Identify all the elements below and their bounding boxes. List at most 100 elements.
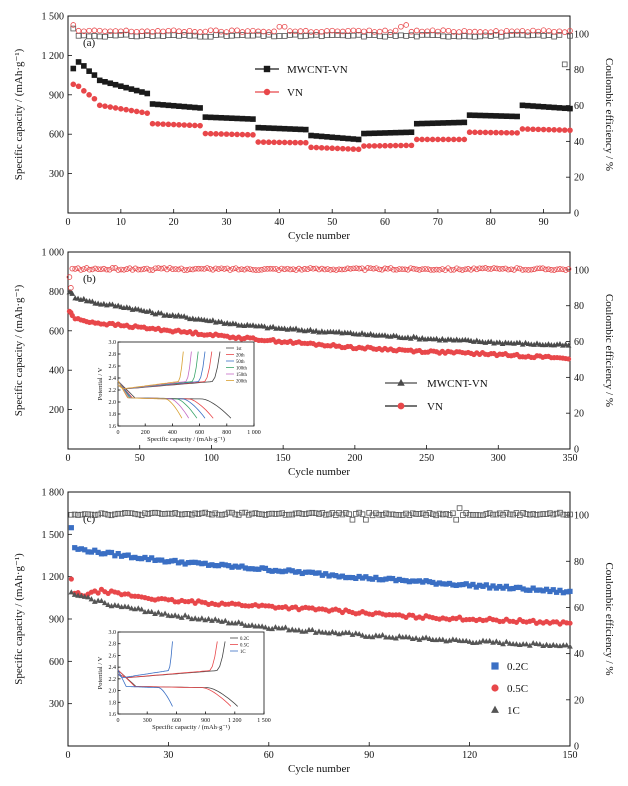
data-point bbox=[339, 32, 346, 39]
data-point bbox=[519, 126, 526, 132]
data-point bbox=[75, 59, 82, 65]
data-point bbox=[292, 28, 299, 35]
y-tick-label: 600 bbox=[49, 130, 64, 141]
data-point bbox=[366, 130, 372, 137]
data-point bbox=[86, 266, 93, 273]
x-tick-label: 50 bbox=[135, 453, 145, 464]
data-point bbox=[96, 27, 103, 34]
data-point bbox=[261, 266, 268, 272]
data-point bbox=[126, 265, 133, 272]
series-coulombic-efficiency bbox=[66, 265, 572, 291]
data-point bbox=[493, 511, 500, 518]
data-point bbox=[473, 584, 479, 590]
data-point bbox=[195, 560, 202, 566]
data-point bbox=[222, 617, 229, 623]
inset-x-tick-label: 900 bbox=[201, 718, 210, 724]
data-point bbox=[530, 103, 536, 109]
data-point bbox=[506, 511, 513, 518]
data-point bbox=[459, 267, 466, 273]
legend-label: 0.2C bbox=[507, 661, 528, 673]
data-point bbox=[514, 265, 520, 271]
data-point bbox=[508, 266, 514, 273]
data-point bbox=[222, 562, 228, 568]
data-point bbox=[202, 130, 209, 137]
data-point bbox=[416, 578, 422, 584]
data-point bbox=[367, 265, 374, 271]
data-point bbox=[356, 509, 362, 516]
data-point bbox=[262, 565, 269, 571]
inset-discharge-curve bbox=[117, 380, 183, 419]
data-point bbox=[299, 570, 305, 577]
data-point bbox=[546, 104, 552, 110]
data-point bbox=[234, 131, 240, 138]
data-point bbox=[326, 573, 332, 579]
data-point bbox=[386, 575, 392, 581]
x-tick-label: 0 bbox=[66, 217, 71, 228]
data-point bbox=[255, 139, 262, 145]
data-point bbox=[527, 511, 533, 518]
legend-label: MWCNT-VN bbox=[287, 64, 348, 76]
y2-tick-label: 60 bbox=[574, 337, 584, 348]
data-point bbox=[199, 561, 205, 567]
data-point bbox=[560, 511, 567, 518]
data-point bbox=[239, 509, 245, 516]
data-point bbox=[115, 551, 121, 557]
data-point bbox=[249, 622, 255, 628]
data-point bbox=[359, 632, 366, 638]
data-point bbox=[556, 32, 563, 38]
data-point bbox=[290, 266, 296, 272]
data-point bbox=[306, 569, 312, 575]
data-point bbox=[483, 511, 490, 517]
data-point bbox=[477, 33, 483, 40]
data-point bbox=[410, 265, 417, 272]
data-point bbox=[286, 567, 292, 573]
data-point bbox=[297, 126, 304, 133]
data-point bbox=[419, 266, 426, 273]
data-point bbox=[525, 267, 532, 273]
data-point bbox=[466, 638, 473, 644]
data-point bbox=[342, 510, 349, 516]
data-point bbox=[75, 592, 81, 598]
data-point bbox=[567, 643, 573, 649]
data-point bbox=[260, 125, 267, 131]
data-point bbox=[392, 33, 399, 39]
data-point bbox=[202, 509, 209, 516]
data-point bbox=[160, 33, 166, 39]
data-point bbox=[524, 29, 531, 35]
x-tick-label: 60 bbox=[264, 750, 274, 761]
data-point bbox=[118, 266, 124, 273]
data-point bbox=[472, 28, 478, 35]
y2-tick-label: 0 bbox=[574, 445, 579, 456]
data-point bbox=[390, 575, 396, 582]
data-point bbox=[72, 266, 78, 272]
data-point bbox=[96, 33, 103, 40]
y-tick-label: 900 bbox=[49, 615, 64, 626]
data-point bbox=[247, 266, 253, 272]
data-point bbox=[149, 120, 156, 127]
legend-marker bbox=[491, 662, 499, 670]
data-point bbox=[181, 313, 188, 319]
data-point bbox=[233, 265, 239, 271]
data-point bbox=[493, 113, 499, 119]
data-point bbox=[445, 33, 452, 40]
data-point bbox=[466, 28, 473, 35]
data-point bbox=[523, 641, 530, 647]
data-point bbox=[488, 266, 494, 272]
data-point bbox=[201, 266, 208, 272]
series-vn bbox=[66, 308, 572, 362]
data-point bbox=[524, 102, 531, 109]
data-point bbox=[509, 113, 515, 120]
data-point bbox=[286, 511, 292, 518]
data-point bbox=[406, 634, 413, 640]
data-point bbox=[162, 511, 168, 517]
data-point bbox=[246, 566, 252, 572]
data-point bbox=[308, 29, 314, 35]
x-tick-label: 90 bbox=[539, 217, 549, 228]
data-point bbox=[339, 511, 346, 518]
data-point bbox=[356, 573, 362, 580]
y-tick-label: 1 000 bbox=[42, 248, 65, 259]
data-point bbox=[516, 265, 523, 272]
data-point bbox=[387, 29, 394, 35]
